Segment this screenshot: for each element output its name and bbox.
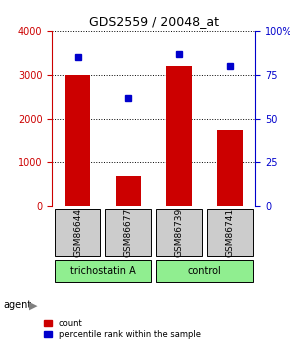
Bar (166, 66, 192, 206)
Legend: count, percentile rank within the sample: count, percentile rank within the sample (42, 317, 202, 341)
FancyBboxPatch shape (55, 260, 151, 282)
Bar (217, 130, 242, 206)
FancyBboxPatch shape (156, 209, 202, 256)
FancyBboxPatch shape (55, 209, 100, 256)
Text: GSM86644: GSM86644 (73, 208, 82, 257)
FancyBboxPatch shape (156, 260, 253, 282)
Text: agent: agent (3, 300, 31, 310)
FancyBboxPatch shape (106, 209, 151, 256)
Text: ▶: ▶ (29, 300, 37, 310)
Bar (116, 176, 141, 206)
Bar (65, 75, 90, 206)
FancyBboxPatch shape (207, 209, 253, 256)
Text: trichostatin A: trichostatin A (70, 266, 136, 276)
Text: GSM86677: GSM86677 (124, 208, 133, 257)
Text: GSM86741: GSM86741 (225, 208, 234, 257)
Title: GDS2559 / 20048_at: GDS2559 / 20048_at (89, 16, 219, 29)
Text: control: control (188, 266, 221, 276)
Text: GSM86739: GSM86739 (175, 208, 184, 257)
